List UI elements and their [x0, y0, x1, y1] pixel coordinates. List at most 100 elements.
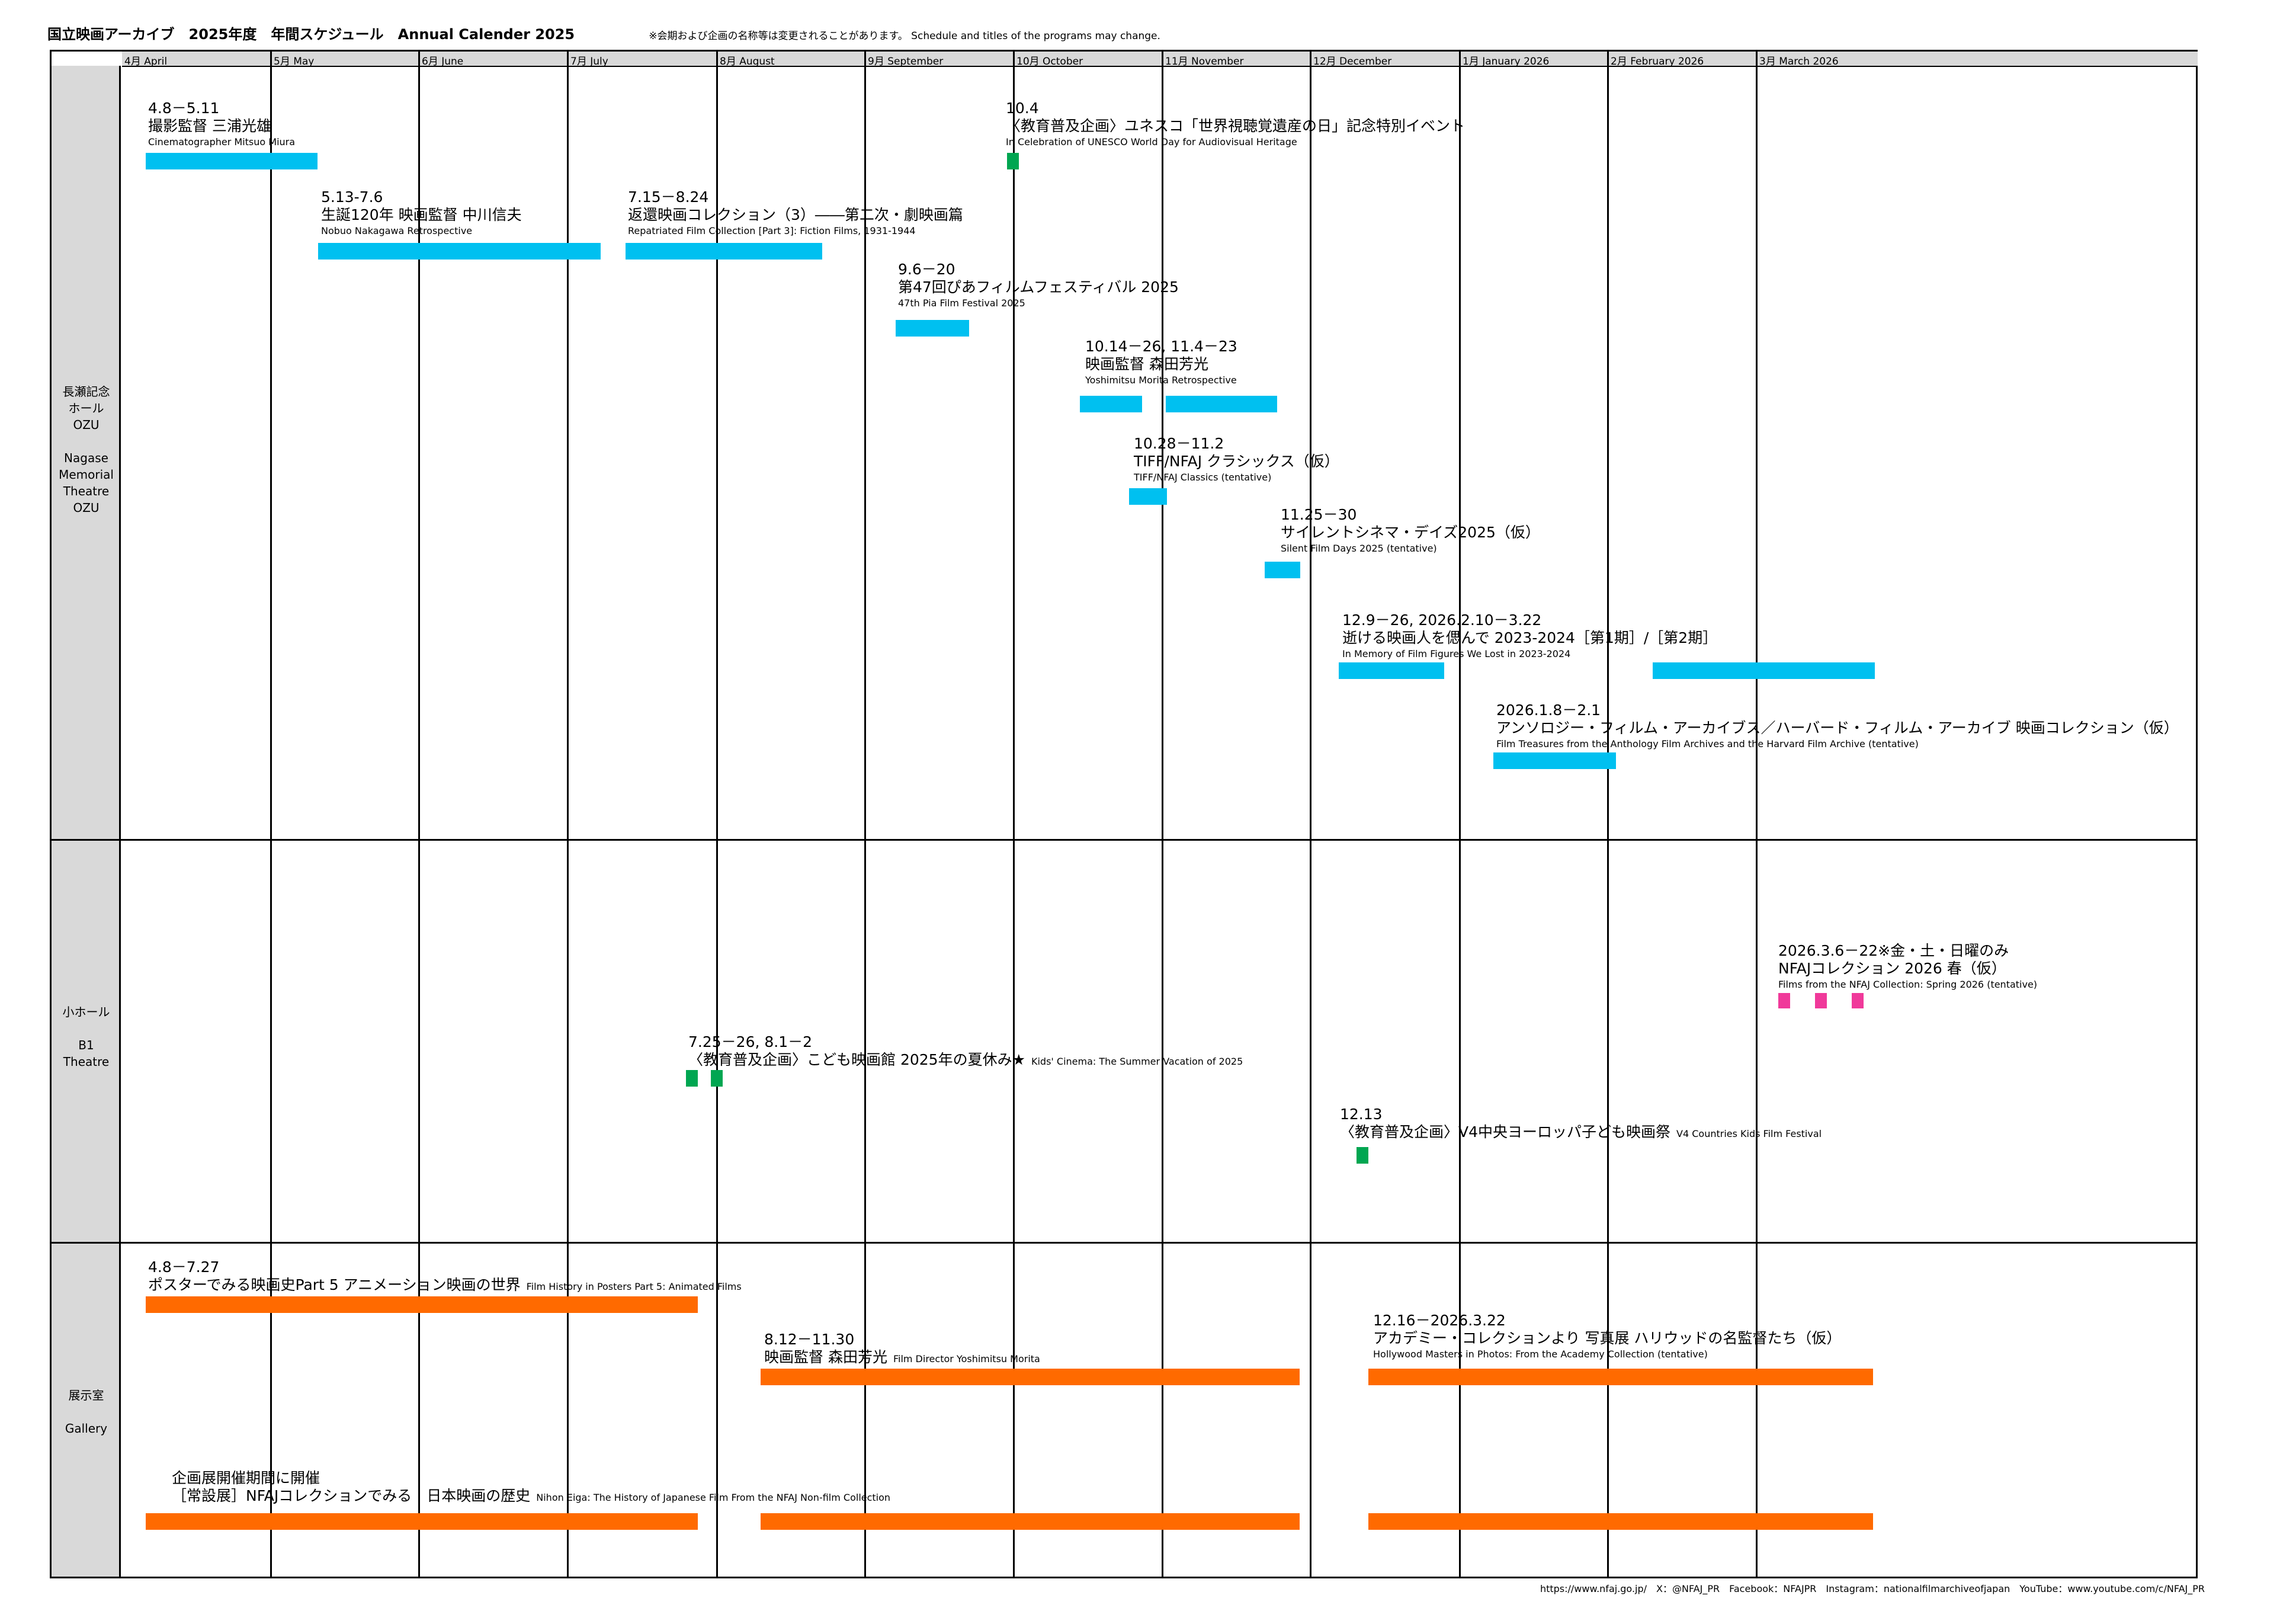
- month-label-november: 11月 November: [1165, 56, 1244, 68]
- event-miura: 4.8－5.11 撮影監督 三浦光雄 Cinematographer Mitsu…: [148, 100, 295, 149]
- event-date: 8.12－11.30: [764, 1331, 855, 1348]
- event-title: アンソロジー・フィルム・アーカイブス／ハーバード・フィルム・アーカイブ 映画コレ…: [1496, 719, 2179, 736]
- event-nakagawa: 5.13-7.6 生誕120年 映画監督 中川信夫 Nobuo Nakagawa…: [321, 188, 522, 238]
- event-title: TIFF/NFAJ クラシックス（仮）: [1134, 453, 1339, 470]
- event-date: 11.25－30: [1281, 506, 1357, 523]
- event-bar: [1080, 396, 1142, 412]
- footer-links: https://www.nfaj.go.jp/ X：@NFAJ_PR Faceb…: [1540, 1583, 2205, 1594]
- event-date: 4.8－7.27: [148, 1258, 220, 1276]
- disclaimer-note: ※会期および企画の名称等は変更されることがあります。 Schedule and …: [649, 30, 1160, 42]
- month-divider: [1310, 52, 1311, 1577]
- month-label-january: 1月 January 2026: [1463, 56, 1550, 68]
- event-bar: [1852, 993, 1864, 1008]
- event-title-en: Kids' Cinema: The Summer Vacation of 202…: [1031, 1056, 1243, 1067]
- section-label-gallery: 展示室 Gallery: [65, 1388, 108, 1436]
- row-divider: [52, 839, 2196, 841]
- event-title-en: In Celebration of UNESCO World Day for A…: [1006, 136, 1297, 148]
- event-title: 〈教育普及企画〉ユネスコ「世界視聴覚遺産の日」記念特別イベント: [1006, 117, 1466, 134]
- event-title-en: Silent Film Days 2025 (tentative): [1281, 543, 1437, 554]
- event-silent: 11.25－30 サイレントシネマ・デイズ2025（仮） Silent Film…: [1281, 506, 1540, 556]
- event-anthology: 2026.1.8－2.1 アンソロジー・フィルム・アーカイブス／ハーバード・フィ…: [1496, 702, 2179, 751]
- event-v4: 12.13 〈教育普及企画〉V4中央ヨーロッパ子ども映画祭 V4 Countrie…: [1340, 1106, 1822, 1141]
- event-morita: 10.14－26, 11.4－23 映画監督 森田芳光 Yoshimitsu M…: [1085, 338, 1237, 387]
- month-divider: [1607, 52, 1609, 1577]
- event-date: 12.9－26, 2026.2.10－3.22: [1342, 611, 1542, 629]
- event-bar: [1265, 562, 1300, 578]
- month-label-december: 12月 December: [1313, 56, 1392, 68]
- event-bar: [1368, 1369, 1873, 1385]
- event-bar: [761, 1513, 1300, 1530]
- event-bar: [711, 1070, 723, 1087]
- event-date: 2026.1.8－2.1: [1496, 702, 1601, 719]
- event-kids: 7.25－26, 8.1－2 〈教育普及企画〉こども映画館 2025年の夏休み★…: [688, 1033, 1243, 1069]
- event-title: 逝ける映画人を偲んで 2023-2024［第1期］/［第2期］: [1342, 629, 1718, 646]
- event-title-en: TIFF/NFAJ Classics (tentative): [1134, 472, 1272, 483]
- month-label-february: 2月 February 2026: [1611, 56, 1704, 68]
- event-title: アカデミー・コレクションより 写真展 ハリウッドの名監督たち（仮）: [1373, 1330, 1842, 1347]
- event-date: 12.13: [1340, 1106, 1383, 1123]
- event-title-en: V4 Countries Kids Film Festival: [1676, 1128, 1822, 1139]
- event-date: 9.6－20: [898, 261, 955, 278]
- event-title: 〈教育普及企画〉V4中央ヨーロッパ子ども映画祭: [1340, 1123, 1671, 1141]
- event-title-en: Films from the NFAJ Collection: Spring 2…: [1778, 979, 2038, 990]
- event-bar: [1357, 1147, 1368, 1164]
- month-label-april: 4月 April: [124, 56, 168, 68]
- event-date: 7.15－8.24: [628, 188, 709, 206]
- event-date: 2026.3.6－22※金・土・日曜のみ: [1778, 942, 2009, 959]
- event-bar: [1493, 752, 1616, 769]
- event-bar: [626, 243, 822, 260]
- schedule-grid: 4月 April 5月 May 6月 June 7月 July 8月 Augus…: [50, 50, 2198, 1578]
- event-bar: [318, 243, 601, 260]
- event-date: 企画展開催期間に開催: [172, 1469, 320, 1487]
- sidebar-ozu: 長瀬記念 ホール OZU Nagase Memorial Theatre OZU: [52, 66, 121, 839]
- event-title-en: Cinematographer Mitsuo Miura: [148, 136, 296, 148]
- month-label-may: 5月 May: [274, 56, 315, 68]
- month-divider: [567, 52, 569, 1577]
- event-pia: 9.6－20 第47回ぴあフィルムフェスティバル 2025 47th Pia F…: [898, 261, 1179, 310]
- event-date: 4.8－5.11: [148, 100, 220, 117]
- event-bar: [1007, 153, 1019, 169]
- event-memory: 12.9－26, 2026.2.10－3.22 逝ける映画人を偲んで 2023-…: [1342, 611, 1717, 661]
- event-title-en: Film Director Yoshimitsu Morita: [893, 1353, 1040, 1364]
- event-bar: [146, 1513, 698, 1530]
- event-title: 撮影監督 三浦光雄: [148, 117, 271, 134]
- month-divider: [270, 52, 272, 1577]
- month-divider: [864, 52, 866, 1577]
- month-divider: [1162, 52, 1163, 1577]
- event-bar: [146, 153, 318, 169]
- event-title: 第47回ぴあフィルムフェスティバル 2025: [898, 278, 1179, 296]
- section-label-ozu: 長瀬記念 ホール OZU Nagase Memorial Theatre OZU: [59, 385, 114, 515]
- event-title-en: In Memory of Film Figures We Lost in 202…: [1342, 648, 1571, 659]
- event-date: 10.4: [1006, 100, 1039, 117]
- event-title: 映画監督 森田芳光: [764, 1348, 887, 1366]
- event-bar: [1166, 396, 1277, 412]
- event-bar: [686, 1070, 698, 1087]
- month-divider: [716, 52, 718, 1577]
- event-title-en: Nihon Eiga: The History of Japanese Film…: [536, 1492, 891, 1503]
- event-title: サイレントシネマ・デイズ2025（仮）: [1281, 524, 1540, 541]
- event-title-en: Repatriated Film Collection [Part 3]: Fi…: [628, 225, 916, 236]
- event-title: 〈教育普及企画〉こども映画館 2025年の夏休み★: [688, 1051, 1025, 1068]
- event-title-en: Hollywood Masters in Photos: From the Ac…: [1373, 1348, 1708, 1360]
- page-header: 国立映画アーカイブ 2025年度 年間スケジュール Annual Calende…: [47, 23, 1160, 43]
- event-date: 7.25－26, 8.1－2: [688, 1033, 813, 1050]
- month-divider: [418, 52, 420, 1577]
- month-label-june: 6月 June: [422, 56, 464, 68]
- event-date: 10.14－26, 11.4－23: [1085, 338, 1237, 355]
- event-date: 12.16－2026.3.22: [1373, 1312, 1506, 1329]
- event-repatriated: 7.15－8.24 返還映画コレクション（3）――第二次・劇映画篇 Repatr…: [628, 188, 963, 238]
- event-title: 生誕120年 映画監督 中川信夫: [321, 206, 522, 223]
- month-header-bar: 4月 April 5月 May 6月 June 7月 July 8月 Augus…: [122, 52, 2198, 68]
- event-bar: [1653, 662, 1875, 679]
- event-title: ポスターでみる映画史Part 5 アニメーション映画の世界: [148, 1276, 521, 1293]
- event-title-en: Nobuo Nakagawa Retrospective: [321, 225, 473, 236]
- event-title-en: Film History in Posters Part 5: Animated…: [526, 1281, 742, 1292]
- event-permanent: 企画展開催期間に開催 ［常設展］NFAJコレクションでみる 日本映画の歴史 Nih…: [172, 1469, 890, 1505]
- event-bar: [1339, 662, 1444, 679]
- event-bar: [1368, 1513, 1873, 1530]
- row-divider: [52, 1242, 2196, 1244]
- month-divider: [1013, 52, 1015, 1577]
- event-title-en: Film Treasures from the Anthology Film A…: [1496, 738, 1919, 749]
- event-hollywood: 12.16－2026.3.22 アカデミー・コレクションより 写真展 ハリウッド…: [1373, 1312, 1841, 1362]
- month-label-august: 8月 August: [720, 56, 775, 68]
